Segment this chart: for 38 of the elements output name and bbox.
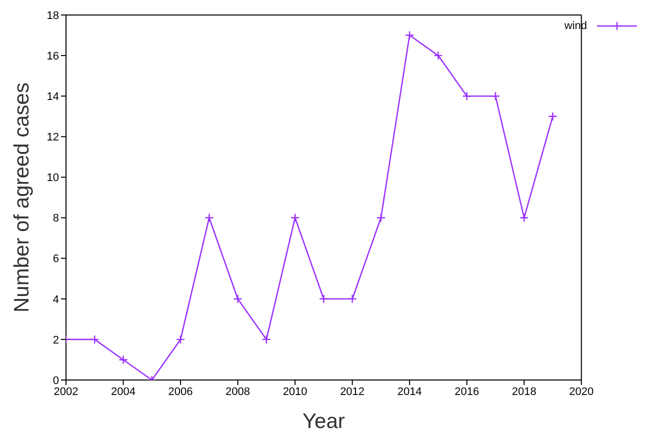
y-tick-label: 8 [52, 212, 59, 225]
point [118, 355, 128, 364]
y-tick-label: 6 [52, 253, 59, 266]
y-tick-label: 12 [46, 132, 59, 144]
point [520, 213, 529, 222]
point [490, 92, 500, 101]
point [348, 294, 357, 304]
x-tick-label: 2014 [397, 386, 422, 398]
point [290, 213, 300, 222]
x-tick-label: 2008 [226, 386, 250, 398]
y-tick-label: 14 [46, 91, 59, 104]
point [434, 50, 443, 60]
point [233, 294, 242, 304]
y-tick-label: 10 [46, 172, 59, 184]
y-tick-label: 16 [46, 50, 59, 62]
point [176, 334, 186, 344]
x-tick-label: 2002 [54, 386, 78, 398]
x-tick-label: 2010 [282, 386, 308, 398]
y-tick-label: 2 [52, 334, 59, 346]
point [204, 213, 214, 222]
y-axis-title: Number of agreed cases [10, 82, 34, 312]
x-tick-label: 2006 [168, 386, 193, 398]
point [376, 213, 386, 222]
x-axis-title: Year [302, 410, 345, 432]
x-tick-label: 2020 [569, 386, 594, 398]
point [548, 112, 558, 121]
point [262, 334, 272, 344]
y-tick-label: 4 [52, 294, 59, 306]
x-tick-label: 2016 [454, 386, 480, 398]
point [90, 334, 100, 344]
y-tick-label: 18 [46, 10, 59, 22]
x-tick-label: 2004 [111, 386, 136, 398]
y-tick-label: 0 [52, 374, 59, 387]
point [319, 294, 328, 304]
point [462, 92, 472, 101]
point [404, 30, 414, 40]
x-tick-label: 2012 [340, 386, 365, 398]
x-tick-label: 2018 [512, 386, 536, 398]
